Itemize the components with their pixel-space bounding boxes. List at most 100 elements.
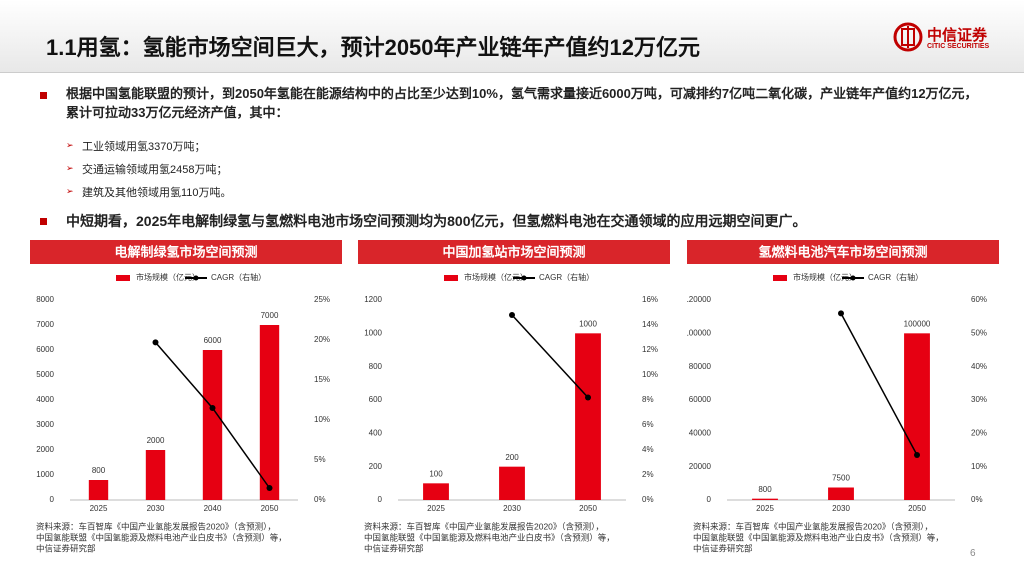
- x-tick-label: 2025: [427, 504, 445, 513]
- y-tick-label: 5000: [36, 370, 54, 379]
- y-tick-label: 40000: [689, 428, 712, 437]
- logo-subtext: CITIC SECURITIES: [927, 43, 990, 50]
- legend-label: 市场规模（亿元）: [793, 272, 857, 282]
- cagr-point: [509, 312, 515, 318]
- y2-tick-label: 50%: [971, 328, 987, 337]
- legend-label: 市场规模（亿元）: [136, 272, 200, 282]
- cagr-point: [152, 339, 159, 346]
- value-label: 1000: [579, 319, 597, 328]
- source-note: 中国氢能联盟《中国氢能源及燃料电池产业白皮书》（含预测）等，: [693, 532, 944, 542]
- x-tick-label: 2030: [832, 504, 850, 513]
- y-tick-label: 7000: [36, 320, 54, 329]
- bar: [88, 480, 109, 500]
- y-tick-label: 400: [369, 428, 383, 437]
- y-tick-label: 0: [50, 495, 55, 504]
- y2-tick-label: 6%: [642, 420, 654, 429]
- y-tick-label: 100000: [687, 328, 712, 337]
- y-tick-label: 200: [369, 462, 383, 471]
- source-note: 中国氢能联盟《中国氢能源及燃料电池产业白皮书》（含预测）等，: [364, 532, 615, 542]
- legend-swatch: [444, 275, 458, 281]
- cagr-point: [209, 405, 216, 411]
- y2-tick-label: 14%: [642, 320, 658, 329]
- y2-tick-label: 4%: [642, 445, 654, 454]
- y2-tick-label: 25%: [314, 295, 330, 304]
- y2-tick-label: 12%: [642, 345, 658, 354]
- chart: 中国加氢站市场空间预测 0 200 400 600 800 1000 1200 0% 2% 4% 6%…: [358, 240, 670, 553]
- chart-header: [687, 240, 999, 264]
- y2-tick-label: 10%: [642, 370, 658, 379]
- y2-tick-label: 15%: [314, 375, 330, 384]
- source-note: 资料来源：车百智库《中国产业氢能发展报告2020》（含预测），: [693, 521, 933, 531]
- logo-icon: [893, 22, 923, 52]
- value-label: 800: [758, 485, 772, 494]
- x-tick-label: 2025: [90, 504, 108, 513]
- title-bar: 1.1用氢：氢能市场空间巨大，预计2050年产业链年产值约12万亿元 中信证券 …: [0, 0, 1024, 73]
- sub-bullet: 建筑及其他领域用氢110万吨。: [82, 187, 232, 199]
- value-label: 100000: [904, 319, 931, 328]
- bar: [828, 487, 854, 500]
- legend-label: CAGR（右轴）: [211, 272, 266, 282]
- source-note: 资料来源：车百智库《中国产业氢能发展报告2020》（含预测），: [36, 521, 276, 531]
- y-tick-label: 600: [369, 395, 383, 404]
- value-label: 6000: [204, 336, 222, 345]
- y2-tick-label: 60%: [971, 295, 987, 304]
- bar: [499, 466, 525, 500]
- bar: [752, 498, 778, 500]
- legend-swatch: [116, 275, 130, 281]
- sub-bullet: 交通运输领域用氢2458万吨；: [82, 164, 228, 176]
- value-label: 200: [505, 453, 519, 462]
- y-tick-label: 120000: [687, 295, 712, 304]
- y-tick-label: 1000: [364, 328, 382, 337]
- x-tick-label: 2050: [579, 504, 597, 513]
- y-tick-label: 8000: [36, 295, 54, 304]
- chart-title: 中国加氢站市场空间预测: [442, 244, 585, 259]
- bar: [575, 333, 601, 500]
- x-tick-label: 2050: [908, 504, 926, 513]
- cagr-line: [511, 314, 589, 399]
- legend-label: 市场规模（亿元）: [464, 272, 528, 282]
- source-note: 中国氢能联盟《中国氢能源及燃料电池产业白皮书》（含预测）等，: [36, 532, 287, 542]
- sub-marker: ➢: [66, 163, 74, 173]
- source-note: 中信证券研究部: [693, 543, 753, 553]
- y-tick-label: 2000: [36, 445, 54, 454]
- y-tick-label: 0: [707, 495, 712, 504]
- logo-text: 中信证券: [927, 27, 988, 44]
- legend-dot: [193, 275, 199, 281]
- y-tick-label: 60000: [689, 395, 712, 404]
- cagr-point: [914, 452, 920, 458]
- sub-marker: ➢: [66, 140, 74, 150]
- y2-tick-label: 10%: [971, 462, 987, 471]
- value-label: 7000: [261, 311, 279, 320]
- y-tick-label: 80000: [689, 362, 712, 371]
- y2-tick-label: 16%: [642, 295, 658, 304]
- chart-title: 电解制绿氢市场空间预测: [114, 244, 257, 259]
- value-label: 7500: [832, 474, 850, 483]
- chart: 电解制绿氢市场空间预测 0 1000 2000 3000 4000 5000 6000 7000…: [30, 240, 342, 553]
- y2-tick-label: 5%: [314, 455, 326, 464]
- bar: [202, 350, 223, 500]
- y2-tick-label: 8%: [642, 395, 654, 404]
- value-label: 100: [429, 469, 443, 478]
- y2-tick-label: 20%: [314, 335, 330, 344]
- legend-swatch: [773, 275, 787, 281]
- x-tick-label: 2050: [261, 504, 279, 513]
- bar: [423, 483, 449, 500]
- chart-header: [30, 240, 342, 264]
- y-tick-label: 6000: [36, 345, 54, 354]
- bullet-marker: [40, 92, 47, 99]
- y-tick-label: 20000: [689, 462, 712, 471]
- bullet-marker: [40, 218, 47, 225]
- value-label: 2000: [147, 436, 165, 445]
- cagr-line: [840, 312, 918, 456]
- bar: [259, 325, 280, 500]
- y2-tick-label: 2%: [642, 470, 654, 479]
- cagr-point: [266, 485, 273, 491]
- y2-tick-label: 20%: [971, 428, 987, 437]
- source-note: 中信证券研究部: [364, 543, 424, 553]
- y-tick-label: 0: [378, 495, 383, 504]
- sub-marker: ➢: [66, 186, 74, 196]
- y2-tick-label: 0%: [971, 495, 983, 504]
- legend-dot: [850, 275, 856, 281]
- x-tick-label: 2030: [503, 504, 521, 513]
